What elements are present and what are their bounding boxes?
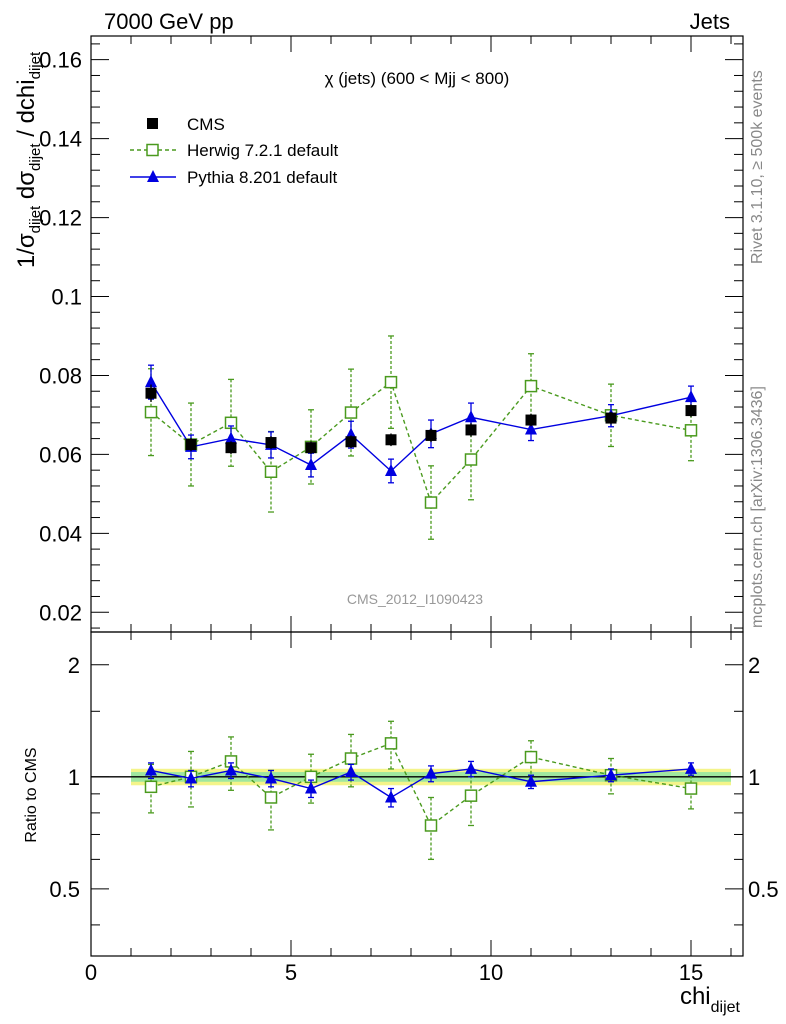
y-tick-label: 0.12 (39, 206, 82, 231)
main-herwig-7-2-1-default-point (264, 465, 278, 479)
main-cms-point (425, 429, 437, 441)
legend-herwig-label: Herwig 7.2.1 default (187, 141, 338, 160)
ratio-pythia-8-201-default-point (425, 766, 437, 779)
y-label-sub-3: dijet (27, 51, 44, 79)
ratio-pythia-8-201-default-point (385, 790, 397, 803)
main-cms-point (685, 405, 697, 417)
main-cms-point (525, 414, 537, 426)
main-cms-point (345, 436, 357, 448)
ratio-herwig-7-2-1-default-point (384, 737, 398, 750)
chart-title: χ (jets) (600 < Mjj < 800) (325, 69, 510, 88)
ratio-tick-label-right: 1 (748, 765, 760, 790)
main-herwig-7-2-1-default-point (464, 453, 478, 466)
main-pythia-8-201-default-point (385, 463, 397, 476)
y-label-part-2: dσ (13, 171, 40, 206)
ratio-herwig-7-2-1-default-point (264, 791, 278, 804)
header-right: Jets (690, 9, 730, 34)
main-cms-point (185, 439, 197, 451)
x-tick-label: 5 (285, 960, 297, 985)
main-cms-point (265, 437, 277, 449)
x-tick-label: 15 (679, 960, 703, 985)
ratio-pythia-8-201-default-point (265, 771, 277, 784)
main-pythia-8-201-default-point (225, 431, 237, 444)
svg-text:1/σdijet dσdijet / dchidijet: 1/σdijet dσdijet / dchidijet (13, 51, 44, 268)
main-pythia-8-201-default-point (525, 422, 537, 435)
x-tick-label: 10 (479, 960, 503, 985)
main-herwig-7-2-1-default-point (344, 406, 358, 419)
header-left: 7000 GeV pp (104, 9, 234, 34)
y-tick-label: 0.08 (39, 363, 82, 388)
ratio-herwig-7-2-1-default-point (344, 752, 358, 765)
main-pythia-8-201-default-point (465, 410, 477, 423)
ratio-herwig-7-2-1-default-point (424, 819, 438, 832)
legend-herwig-marker (146, 143, 159, 157)
ratio-tick-label-right: 2 (748, 653, 760, 678)
ratio-y-axis-label: Ratio to CMS (23, 747, 40, 842)
ratio-herwig-7-2-1-default-point (144, 780, 158, 794)
ratio-data-layer (144, 720, 698, 861)
ratio-pythia-8-201-default-point (525, 774, 537, 787)
main-cms-point (465, 424, 477, 436)
main-herwig-7-2-1-default-point (384, 375, 398, 389)
main-pythia-8-201-default-point (305, 458, 317, 471)
main-cms-point (225, 442, 237, 454)
y-tick-label: 0.04 (39, 521, 82, 546)
ratio-pythia-8-201-default-point (305, 781, 317, 794)
ratio-herwig-7-2-1-default-line (150, 742, 692, 827)
ratio-herwig-7-2-1-default-point (684, 782, 698, 795)
main-herwig-7-2-1-default-point (424, 496, 438, 509)
y-tick-label: 0.1 (51, 285, 82, 310)
y-tick-label: 0.14 (39, 127, 82, 152)
main-herwig-7-2-1-default-line (150, 381, 692, 504)
ratio-tick-label: 2 (68, 653, 80, 678)
main-cms-point (145, 387, 157, 399)
main-cms-point (605, 412, 617, 424)
legend-pythia-marker (147, 170, 159, 182)
ratio-tick-label-right: 0.5 (748, 877, 779, 902)
main-pythia-8-201-default-point (145, 375, 157, 388)
legend-cms-marker (147, 118, 158, 129)
ratio-tick-label: 0.5 (49, 877, 80, 902)
legend-cms-label: CMS (187, 115, 225, 134)
x-axis-label: chidijet (680, 983, 741, 1016)
main-cms-point (385, 434, 397, 446)
y-tick-label: 0.02 (39, 600, 82, 625)
y-label-sub-2: dijet (27, 143, 44, 171)
y-label-sub-1: dijet (27, 205, 44, 233)
legend-pythia-label: Pythia 8.201 default (187, 168, 338, 187)
ratio-tick-label: 1 (68, 765, 80, 790)
mcplots-label: mcplots.cern.ch [arXiv:1306.3436] (749, 386, 766, 628)
main-pythia-8-201-default-point (685, 390, 697, 403)
x-label-main: chi (680, 983, 711, 1010)
y-tick-label: 0.16 (39, 48, 82, 73)
main-herwig-7-2-1-default-point (684, 424, 698, 437)
ratio-pythia-8-201-default-point (225, 763, 237, 776)
ratio-herwig-7-2-1-default-point (524, 750, 538, 764)
ratio-herwig-7-2-1-default-point (464, 789, 478, 802)
y-label-part-3: / dchi (13, 79, 40, 143)
ratio-pythia-8-201-default-point (345, 765, 357, 778)
ratio-pythia-8-201-default-line (150, 768, 692, 799)
y-axis-label: 1/σdijet dσdijet / dchidijet (13, 51, 44, 268)
legend: CMS Herwig 7.2.1 default Pythia 8.201 de… (130, 115, 338, 187)
main-herwig-7-2-1-default-point (144, 405, 158, 419)
main-pythia-8-201-default-line (150, 381, 692, 472)
ratio-pythia-8-201-default-point (605, 768, 617, 781)
ratio-panel-frame (90, 631, 744, 957)
ratio-pythia-8-201-default-point (465, 761, 477, 774)
y-label-part-1: 1/σ (13, 233, 40, 268)
x-tick-label: 0 (85, 960, 97, 985)
ratio-pythia-8-201-default-point (145, 763, 157, 776)
y-tick-label: 0.06 (39, 442, 82, 467)
rivet-label: Rivet 3.1.10, ≥ 500k events (749, 70, 766, 264)
main-cms-point (305, 442, 317, 454)
watermark-label: CMS_2012_I1090423 (347, 591, 483, 607)
x-label-sub: dijet (711, 999, 741, 1016)
axes: 0 5 10 15 0.02 0.04 0.06 0.08 0.1 0.12 0.14 0.16 0.5… (39, 36, 779, 985)
ratio-pythia-8-201-default-point (685, 761, 697, 774)
main-data-layer (144, 335, 698, 540)
ratio-pythia-8-201-default-point (185, 771, 197, 784)
main-herwig-7-2-1-default-point (524, 379, 538, 393)
